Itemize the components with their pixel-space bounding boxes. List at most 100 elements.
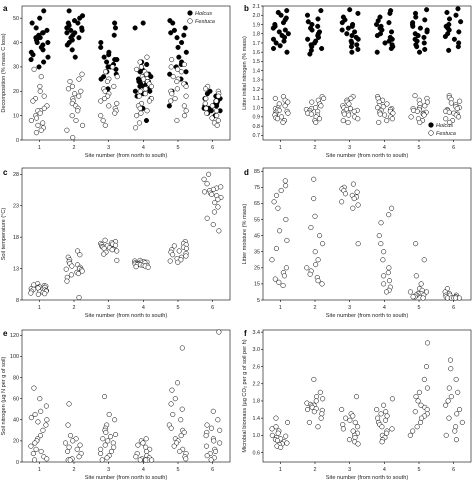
- data-point: [348, 44, 355, 50]
- data-point: [170, 20, 176, 26]
- data-point: [148, 74, 154, 80]
- data-point: [315, 424, 321, 430]
- data-point: [273, 192, 280, 198]
- data-point: [109, 247, 115, 253]
- data-point: [112, 57, 118, 63]
- data-point: [69, 113, 75, 119]
- y-tick-label: 28: [13, 172, 19, 178]
- data-point: [112, 110, 118, 116]
- data-point: [376, 119, 382, 125]
- data-point: [452, 295, 459, 301]
- data-point: [37, 15, 43, 21]
- data-point: [284, 419, 291, 425]
- data-point: [106, 411, 112, 418]
- data-point: [282, 27, 288, 33]
- x-tick-label: 6: [452, 305, 455, 311]
- y-tick-label: 1.2: [253, 87, 261, 93]
- data-point: [144, 448, 150, 454]
- data-point: [212, 448, 219, 454]
- data-point: [67, 457, 73, 463]
- y-tick-label: 2.2: [253, 382, 261, 388]
- data-point: [274, 116, 281, 122]
- data-point: [217, 427, 223, 433]
- data-point: [421, 34, 427, 40]
- y-tick-label: 8: [16, 298, 19, 304]
- data-point: [321, 95, 327, 101]
- data-point: [143, 436, 149, 442]
- data-point: [138, 110, 144, 116]
- data-point: [209, 191, 215, 197]
- data-point: [69, 263, 75, 269]
- data-point: [307, 271, 313, 277]
- y-tick-label: 13: [13, 266, 19, 272]
- data-point: [453, 437, 460, 443]
- data-point: [389, 396, 395, 402]
- x-tick-label: 2: [73, 467, 76, 473]
- data-point: [318, 8, 324, 14]
- y-tick-label: 65: [254, 201, 260, 207]
- data-point: [134, 66, 140, 72]
- data-point: [74, 446, 80, 452]
- data-point: [455, 389, 461, 395]
- data-point: [284, 8, 290, 14]
- data-point: [181, 61, 187, 68]
- data-point: [133, 125, 139, 131]
- data-point: [213, 98, 219, 104]
- data-point: [203, 105, 209, 111]
- data-point: [37, 110, 43, 116]
- data-point: [421, 257, 427, 263]
- data-point: [351, 196, 357, 202]
- data-point: [77, 442, 83, 448]
- data-point: [102, 88, 108, 94]
- data-point: [140, 440, 146, 446]
- data-point: [64, 278, 70, 284]
- data-point: [315, 257, 321, 263]
- data-point: [283, 183, 289, 189]
- x-tick-label: 3: [348, 305, 351, 311]
- panel-letter: f: [244, 329, 247, 338]
- data-point: [275, 430, 281, 436]
- data-point: [204, 422, 210, 428]
- data-point: [443, 402, 449, 408]
- y-tick-label: 40: [13, 418, 19, 424]
- data-point: [304, 406, 311, 413]
- data-point: [410, 294, 416, 300]
- y-tick-label: 1.0: [253, 433, 261, 439]
- data-point: [413, 273, 419, 279]
- data-point: [374, 33, 380, 39]
- data-point: [309, 99, 315, 105]
- data-point: [106, 52, 112, 58]
- data-point: [77, 252, 83, 258]
- y-tick-label: 50: [13, 16, 19, 22]
- data-point: [44, 27, 50, 33]
- data-point: [280, 20, 287, 26]
- data-point: [98, 76, 104, 82]
- x-tick-label: 1: [38, 145, 41, 151]
- data-point: [218, 184, 224, 190]
- x-tick-label: 6: [452, 467, 455, 473]
- data-point: [443, 116, 449, 122]
- data-point: [41, 59, 47, 65]
- data-point: [68, 27, 74, 33]
- data-point: [412, 93, 418, 99]
- data-point: [418, 415, 425, 421]
- data-point: [32, 457, 38, 463]
- data-point: [42, 291, 48, 297]
- data-point: [384, 413, 390, 419]
- data-point: [206, 171, 212, 177]
- data-point: [75, 20, 81, 26]
- data-point: [318, 103, 324, 109]
- data-point: [342, 191, 349, 197]
- data-point: [457, 406, 463, 413]
- data-point: [443, 432, 449, 438]
- data-point: [112, 25, 118, 31]
- data-point: [70, 135, 76, 141]
- data-point: [355, 424, 361, 430]
- panel-b: b 0.7 0.8 0.9 1.0 1.1 1.2 1.3 1.4 1.5 1.6 1.7 1.8 1.9…: [242, 4, 472, 159]
- data-point: [28, 443, 34, 449]
- data-point: [203, 433, 209, 439]
- data-point: [354, 189, 360, 195]
- data-point: [175, 259, 181, 265]
- data-point: [379, 424, 385, 430]
- data-point: [183, 69, 189, 75]
